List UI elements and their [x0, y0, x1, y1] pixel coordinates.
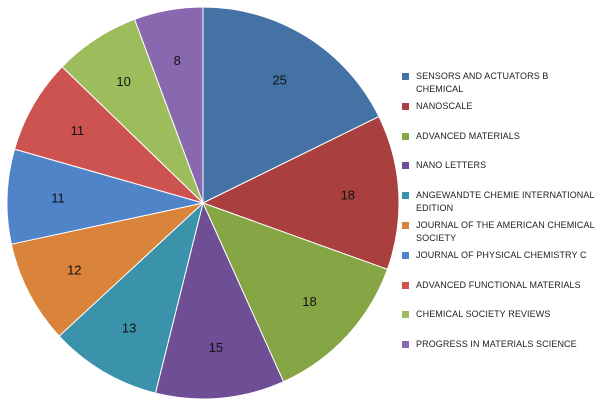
legend-label: ANGEWANDTE CHEMIE INTERNATIONAL EDITION [416, 190, 595, 214]
legend-item: PROGRESS IN MATERIALS SCIENCE [402, 338, 598, 351]
legend-item: JOURNAL OF PHYSICAL CHEMISTRY C [402, 249, 598, 262]
legend-label: PROGRESS IN MATERIALS SCIENCE [416, 339, 577, 350]
legend-swatch [402, 73, 409, 80]
legend-item: NANO LETTERS [402, 159, 598, 172]
slice-value-label: 11 [51, 191, 65, 206]
legend-label: CHEMICAL SOCIETY REVIEWS [416, 309, 551, 320]
slice-value-label: 8 [174, 53, 181, 68]
slice-value-label: 12 [67, 262, 81, 277]
legend-label: NANOSCALE [416, 100, 473, 111]
legend-label: ADVANCED FUNCTIONAL MATERIALS [416, 279, 581, 290]
slice-value-label: 13 [122, 320, 136, 335]
slice-value-label: 18 [302, 294, 316, 309]
legend-label: ADVANCED MATERIALS [416, 130, 520, 141]
slice-value-label: 18 [341, 187, 355, 202]
slice-value-label: 10 [116, 74, 130, 89]
legend-swatch [402, 311, 409, 319]
legend-swatch [402, 102, 409, 110]
pie-slice [154, 201, 285, 400]
legend-item: CHEMICAL SOCIETY REVIEWS [402, 308, 598, 321]
slice-value-label: 15 [209, 340, 223, 355]
pie-slice [202, 6, 380, 204]
legend-item: JOURNAL OF THE AMERICAN CHEMICAL SOCIETY [402, 219, 598, 245]
legend-label: SENSORS AND ACTUATORS B CHEMICAL [416, 71, 549, 94]
slice-value-label: 11 [71, 123, 85, 138]
pie-slice [13, 66, 204, 204]
legend-swatch [402, 281, 409, 289]
legend-label: JOURNAL OF THE AMERICAN CHEMICAL SOCIETY [416, 220, 595, 243]
pie-slice [201, 115, 400, 270]
pie-slice [6, 148, 204, 245]
pie-slice [133, 6, 204, 204]
slice-value-label: 25 [272, 72, 286, 87]
legend-item: SENSORS AND ACTUATORS B CHEMICAL [402, 70, 598, 96]
legend-swatch [402, 192, 409, 200]
legend-swatch [402, 222, 409, 229]
legend-swatch [402, 341, 409, 349]
legend-item: ANGEWANDTE CHEMIE INTERNATIONAL EDITION [402, 189, 598, 215]
legend-label: JOURNAL OF PHYSICAL CHEMISTRY C [416, 249, 587, 260]
legend-label: NANO LETTERS [416, 160, 487, 171]
pie-slice [10, 202, 205, 337]
legend-swatch [402, 162, 409, 170]
legend-swatch [402, 132, 409, 140]
legend-item: NANOSCALE [402, 100, 598, 113]
pie-slice [58, 201, 204, 394]
legend-item: ADVANCED MATERIALS [402, 130, 598, 143]
legend-item: ADVANCED FUNCTIONAL MATERIALS [402, 279, 598, 292]
pie-slice [202, 202, 389, 383]
legend-swatch [402, 251, 409, 259]
